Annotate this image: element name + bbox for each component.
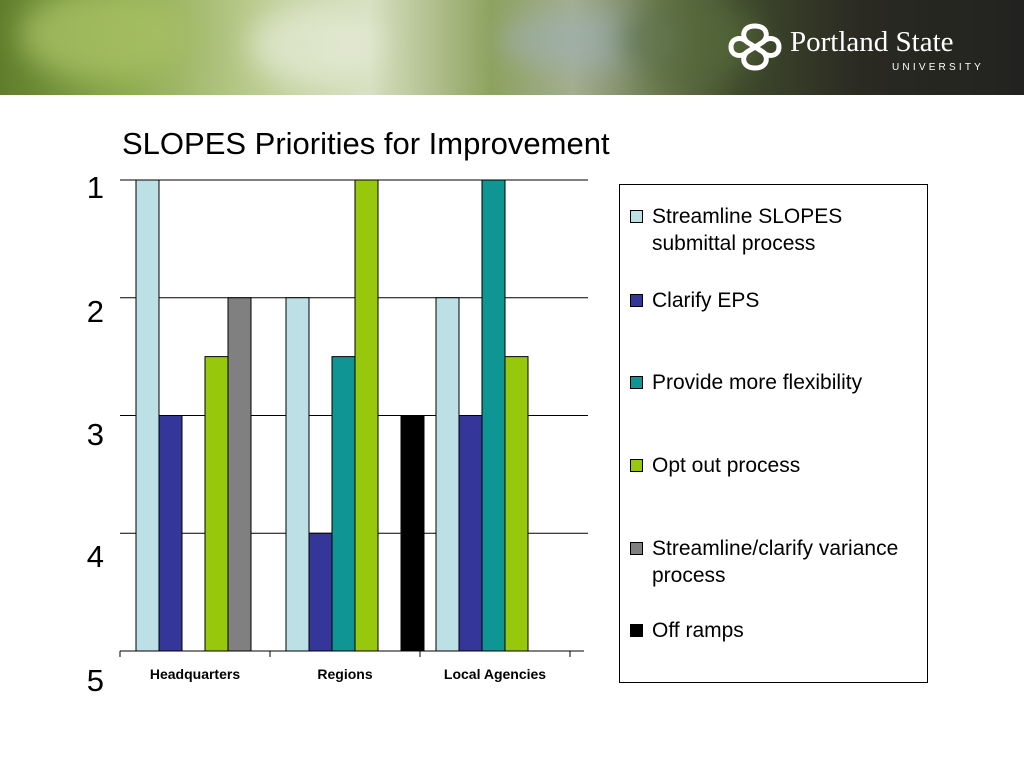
legend-label: Streamline SLOPES submittal process: [652, 205, 843, 255]
x-tick-label: Local Agencies: [444, 666, 546, 682]
y-tick-label: 1: [87, 170, 104, 205]
y-tick-label: 4: [87, 539, 104, 574]
bar: [227, 297, 252, 652]
bar: [308, 532, 333, 652]
legend-item: Streamline/clarify variance process: [630, 535, 926, 589]
bar: [135, 179, 160, 652]
legend-label: Streamline/clarify variance process: [652, 537, 899, 587]
legend-item: Streamline SLOPES submittal process: [630, 203, 926, 257]
logo-name: Portland State: [790, 26, 954, 58]
legend-swatch: [630, 376, 643, 389]
bar: [204, 356, 229, 652]
logo-subtitle: UNIVERSITY: [892, 62, 985, 73]
legend-item: Clarify EPS: [630, 287, 926, 314]
y-tick-label: 3: [87, 417, 104, 452]
legend-swatch: [630, 210, 643, 223]
legend-item: Provide more flexibility: [630, 369, 926, 396]
legend-label: Provide more flexibility: [652, 371, 863, 394]
bar: [435, 297, 460, 652]
bar: [158, 415, 183, 652]
legend-label: Clarify EPS: [652, 289, 760, 312]
psu-logo-icon: [728, 23, 782, 71]
chart-legend: Streamline SLOPES submittal process Clari…: [619, 184, 928, 683]
legend-swatch: [630, 294, 643, 307]
x-tick-label: Headquarters: [150, 666, 240, 682]
university-logo: Portland State UNIVERSITY: [728, 20, 998, 80]
y-tick-label: 2: [87, 294, 104, 329]
bar: [458, 415, 483, 652]
bar: [354, 179, 379, 652]
bar: [400, 415, 425, 652]
legend-label: Off ramps: [652, 619, 744, 642]
legend-item: Opt out process: [630, 452, 926, 479]
x-tick-label: Regions: [317, 666, 372, 682]
legend-swatch: [630, 624, 643, 637]
bar: [331, 356, 356, 652]
y-tick-label: 5: [87, 663, 104, 698]
bar: [285, 297, 310, 652]
chart-title: SLOPES Priorities for Improvement: [122, 126, 610, 161]
legend-swatch: [630, 542, 643, 555]
legend-item: Off ramps: [630, 617, 926, 644]
bar: [504, 356, 529, 652]
legend-label: Opt out process: [652, 454, 801, 477]
bar: [481, 179, 506, 652]
header-banner: Portland State UNIVERSITY: [0, 0, 1024, 95]
legend-swatch: [630, 459, 643, 472]
